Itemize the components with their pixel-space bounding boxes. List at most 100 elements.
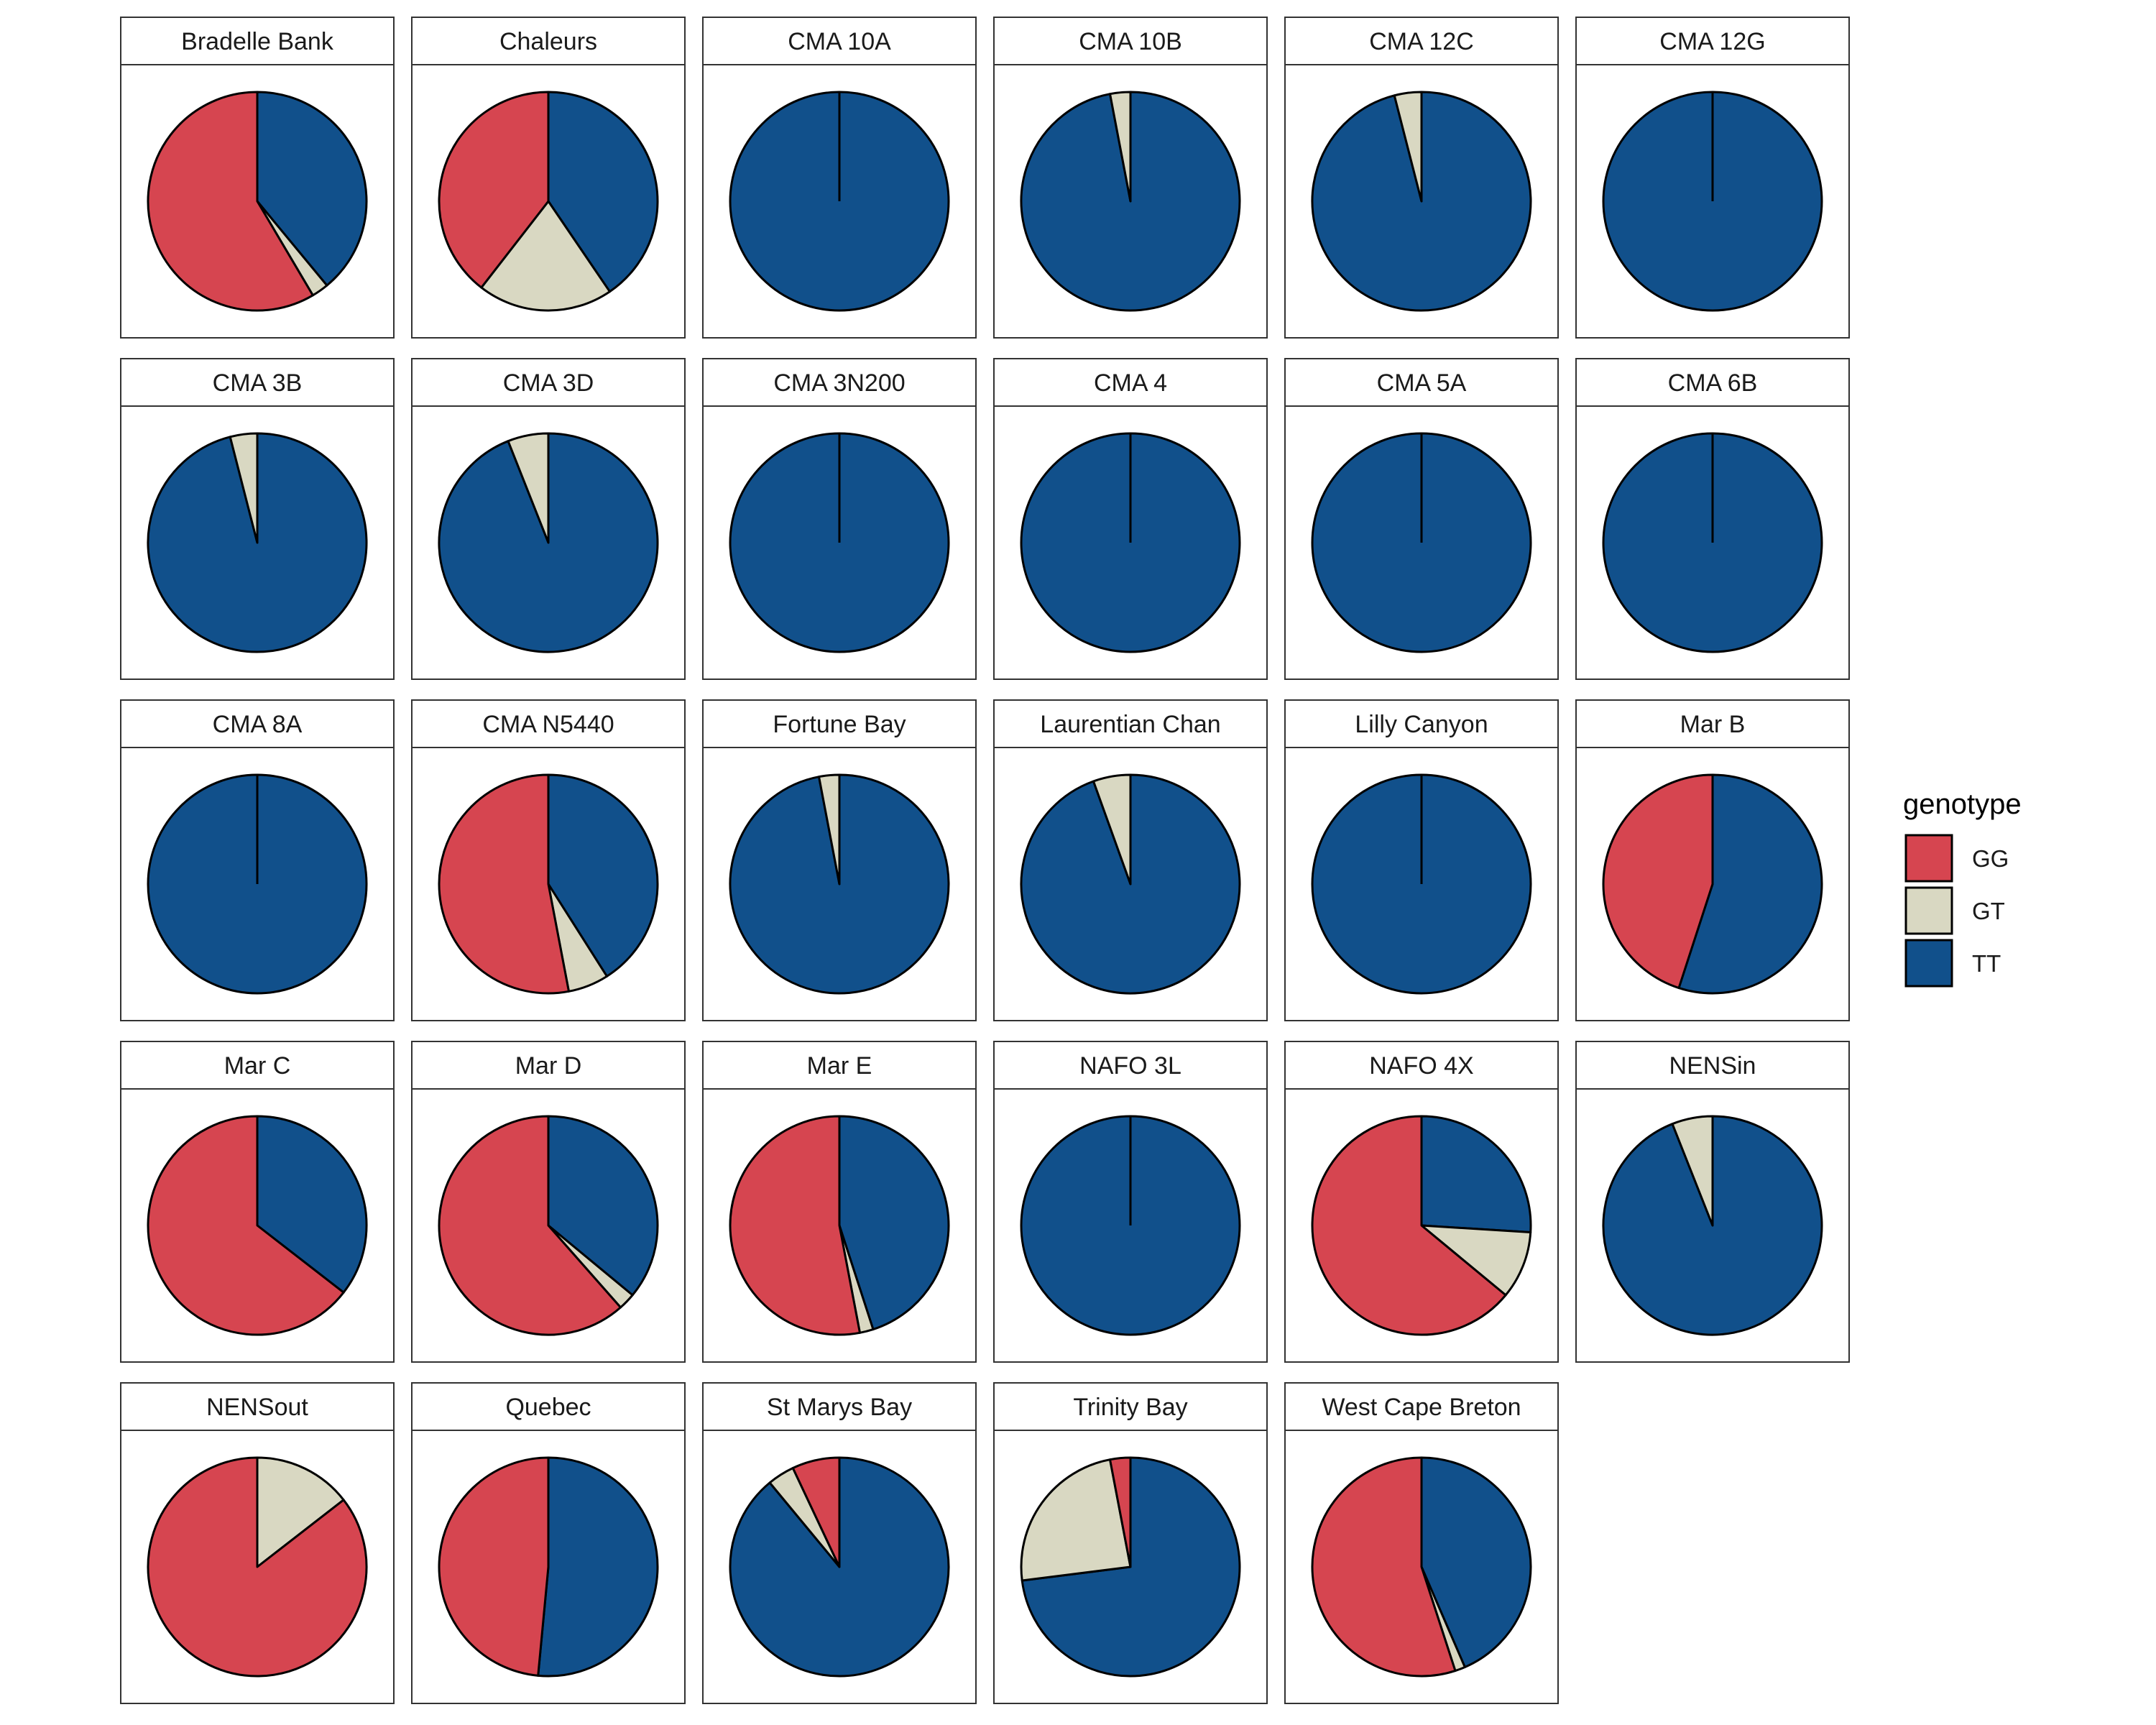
pie-slice-gt [1393,91,1423,203]
facet-strip-label: CMA 10B [1079,28,1182,55]
facet-strip-label: Trinity Bay [1073,1394,1187,1421]
facet-panel-cma-n5440: CMA N5440 [411,699,686,1021]
facet-panel-quebec: Quebec [411,1382,686,1704]
pie-slice-tt [256,1115,368,1294]
facet-panel-cma-10a: CMA 10A [702,17,977,339]
pie-slice-gg [791,1456,841,1568]
facet-strip-label: St Marys Bay [767,1394,912,1421]
facet-strip [120,1382,395,1431]
pie-slice-gt [818,773,841,886]
facet-panel-trinity-bay: Trinity Bay [993,1382,1268,1704]
facet-panel-chaleurs: Chaleurs [411,17,686,339]
facet-panel-laurentian-chan: Laurentian Chan [993,699,1268,1021]
facet-panel-nensout: NENSout [120,1382,395,1704]
pie-slice-gt [480,200,611,312]
facet-panel-cma-3d: CMA 3D [411,358,686,680]
facet-strip-label: NENSin [1669,1052,1756,1080]
pie-slice-gg [147,1115,345,1336]
facet-strip [411,1041,686,1090]
facet-strip-label: Chaleurs [499,28,597,55]
facet-strip [1284,699,1559,748]
facet-strip-label: CMA 10A [788,28,891,55]
pie-slice-gt [1092,773,1132,886]
legend-label-gt: GT [1972,898,2005,924]
facet-strip-label: NENSout [206,1394,308,1421]
facet-panel-cma-3b: CMA 3B [120,358,395,680]
facet-strip-label: CMA 3B [213,369,303,397]
facet-strip-label: CMA 6B [1668,369,1758,397]
facet-strip-label: CMA 8A [213,711,303,738]
facet-strip-label: Mar E [807,1052,872,1080]
facet-panel-cma-5a: CMA 5A [1284,358,1559,680]
facet-strip-label: CMA 4 [1094,369,1167,397]
facet-panel-cma-12c: CMA 12C [1284,17,1559,339]
facet-strip [411,699,686,748]
pie-slice-gg [1109,1456,1132,1568]
pie-slice-gt [1420,1224,1532,1297]
pie-slice-gt [229,432,259,544]
pie-slice-tt [838,1115,950,1331]
pie-slice-tt [537,1456,659,1678]
facet-strip-label: Quebec [505,1394,591,1421]
facet-strip [1575,358,1850,407]
facet-strip-label: Mar D [515,1052,582,1080]
legend-label-gg: GG [1972,845,2009,872]
facet-panel-mar-e: Mar E [702,1041,977,1363]
facet-strip-label: CMA 3D [503,369,594,397]
facet-strip [993,358,1268,407]
legend-key-gg [1904,834,1953,883]
facet-panel-fortune-bay: Fortune Bay [702,699,977,1021]
pie-slice-gg [438,773,570,995]
facet-strip-label: CMA N5440 [482,711,614,738]
facet-strip [702,1041,977,1090]
facet-panel-cma-8a: CMA 8A [120,699,395,1021]
facet-strip-label: Fortune Bay [773,711,906,738]
facet-panels: Bradelle Bank Chaleurs CMA 10A CMA 10B CMA 1… [120,17,1850,1704]
facet-strip-label: CMA 5A [1377,369,1467,397]
pie-slice-gg [1311,1456,1457,1678]
facet-strip-label: Laurentian Chan [1040,711,1220,738]
legend-label-tt: TT [1972,950,2001,977]
pie-slice-gg [438,1115,622,1336]
pie-slice-tt [256,91,368,287]
pie-slice-gt [507,432,550,544]
pie-slice-gt [1109,91,1132,203]
facet-panel-bradelle-bank: Bradelle Bank [120,17,395,339]
facet-panel-cma-12g: CMA 12G [1575,17,1850,339]
pie-slice-gg [438,91,550,289]
pie-slice-gt [1671,1115,1714,1227]
facet-strip [993,17,1268,65]
facet-panel-lilly-canyon: Lilly Canyon [1284,699,1559,1021]
pie-slice-tt [1677,773,1823,995]
facet-panel-st-marys-bay: St Marys Bay [702,1382,977,1704]
facet-panel-cma-3n200: CMA 3N200 [702,358,977,680]
pie-slice-tt [547,1115,659,1297]
facet-strip [993,699,1268,748]
facet-panel-west-cape-breton: West Cape Breton [1284,1382,1559,1704]
facet-strip-label: CMA 3N200 [773,369,905,397]
pie-slice-gt [1020,1458,1132,1582]
facet-strip [1575,17,1850,65]
facet-strip [702,358,977,407]
facet-panel-nafo-4x: NAFO 4X [1284,1041,1559,1363]
facet-strip-label: Mar B [1680,711,1746,738]
facet-strip-label: Lilly Canyon [1355,711,1488,738]
facet-strip [1284,358,1559,407]
legend-title: genotype [1903,788,2022,820]
pie-slice-tt [1420,1115,1532,1234]
facet-strip [411,17,686,65]
facet-panel-mar-c: Mar C [120,1041,395,1363]
pie-slice-gg [147,91,314,312]
pie-slice-gg [438,1456,550,1677]
facet-strip [120,17,395,65]
pie-slice-tt [1420,1456,1532,1668]
facet-strip [411,1382,686,1431]
facet-strip-label: NAFO 4X [1369,1052,1473,1080]
facet-strip-label: Mar C [224,1052,291,1080]
facet-strip [993,1041,1268,1090]
facet-strip [411,358,686,407]
pie-slice-gg [147,1456,368,1678]
facet-strip [993,1382,1268,1431]
pie-slice-gt [256,1456,345,1568]
